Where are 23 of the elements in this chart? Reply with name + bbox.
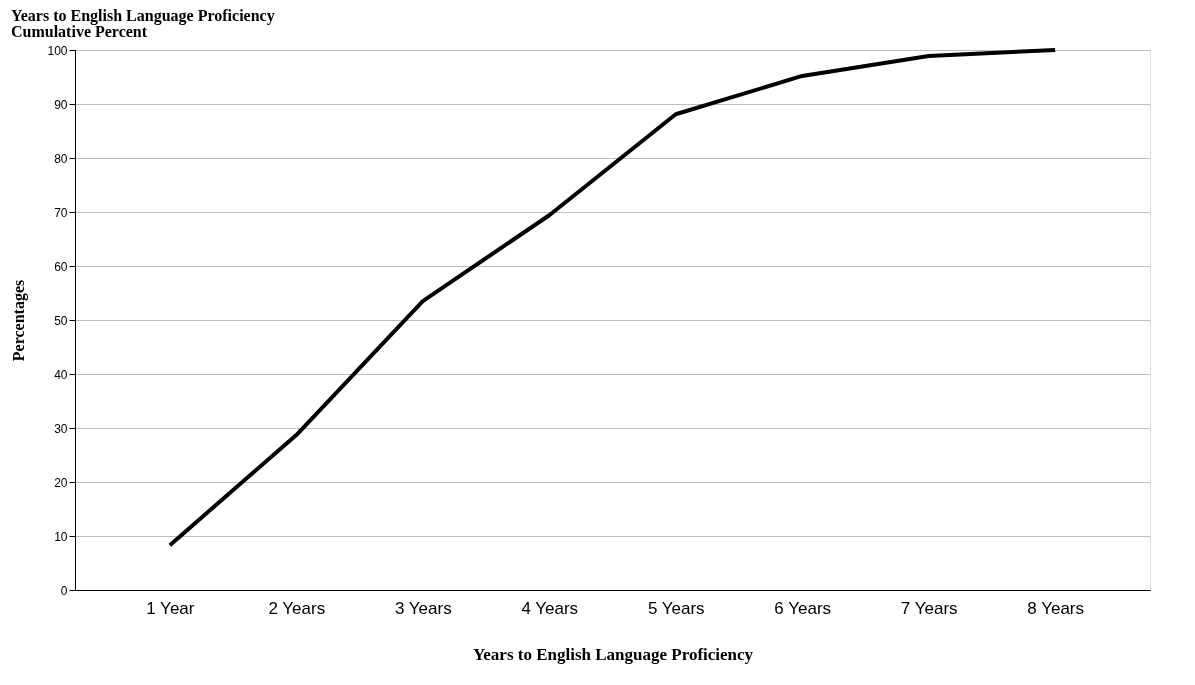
y-tick-label: 40 xyxy=(54,367,68,382)
chart-title: Years to English Language Proficiency xyxy=(10,7,275,25)
y-tick-label: 0 xyxy=(60,583,68,598)
x-tick-label: 6 Years xyxy=(774,598,832,618)
y-axis-title: Percentages xyxy=(10,279,29,362)
y-tick-label: 80 xyxy=(54,151,68,166)
x-tick-label: 2 Years xyxy=(268,598,326,618)
y-tick-label: 90 xyxy=(54,97,68,112)
y-tick-label: 20 xyxy=(54,475,68,490)
y-tick-label: 30 xyxy=(54,421,68,436)
x-tick-label: 8 Years xyxy=(1027,598,1085,618)
y-tick-label: 10 xyxy=(54,529,68,544)
y-tick-label: 60 xyxy=(54,259,68,274)
line-series xyxy=(167,48,1058,548)
y-tick-label: 100 xyxy=(47,43,68,58)
x-tick-label: 7 Years xyxy=(900,598,958,618)
x-tick-label: 1 Year xyxy=(146,598,195,618)
y-tick-label: 70 xyxy=(54,205,68,220)
x-axis-title: Years to English Language Proficiency xyxy=(472,644,754,664)
x-tick-label: 3 Years xyxy=(394,598,452,618)
x-tick-label: 5 Years xyxy=(647,598,705,618)
y-tick-label: 50 xyxy=(54,313,68,328)
x-tick-label: 4 Years xyxy=(521,598,579,618)
